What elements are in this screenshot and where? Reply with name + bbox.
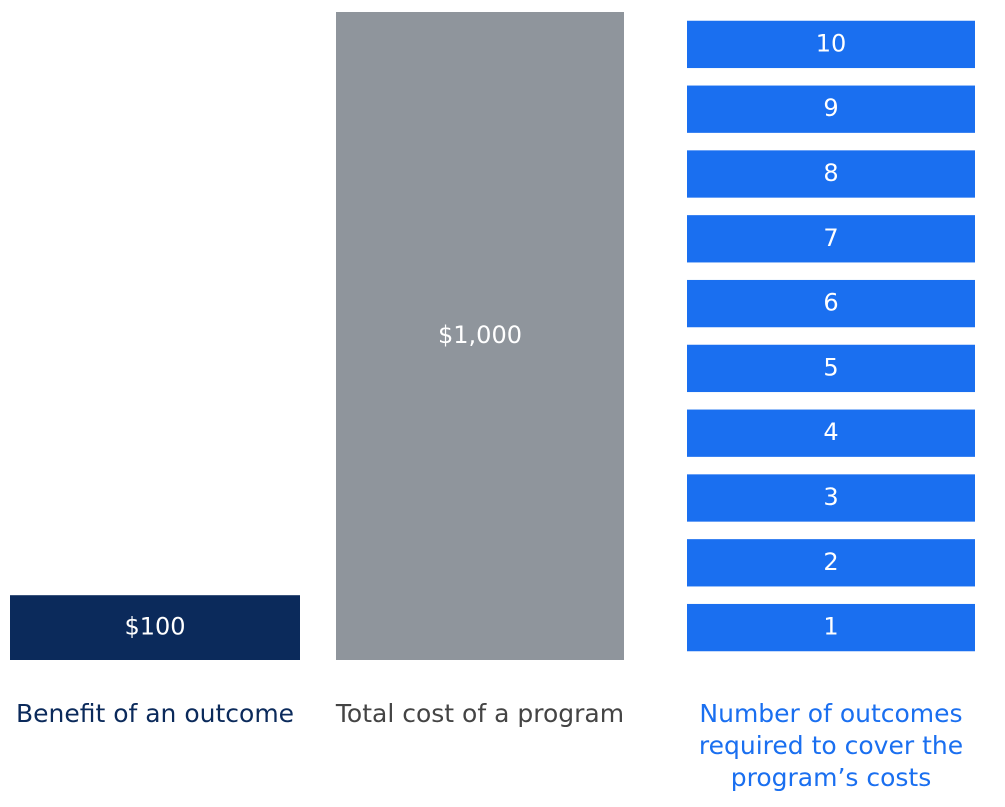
block-label: 6 [823,289,838,317]
block-label: 10 [816,29,847,57]
outcome-block [687,474,975,522]
block-label: 2 [823,548,838,576]
block-label: 1 [823,613,838,641]
outcome-block [687,85,975,133]
outcome-block [687,150,975,198]
value-label: $1,000 [438,321,522,349]
column-label: Total cost of a program [335,699,625,728]
block-label: 7 [823,224,838,252]
outcome-block [687,215,975,263]
block-label: 5 [823,353,838,381]
outcome-block [687,409,975,457]
block-label: 8 [823,159,838,187]
column-label: Number of outcomes required to cover the… [698,699,964,792]
block-label: 9 [823,94,838,122]
outcome-block [687,20,975,69]
block-label: 4 [823,418,838,446]
bar [336,12,624,660]
value-label: $100 [124,613,185,641]
outcome-block [687,603,975,652]
outcome-block [687,344,975,393]
outcome-block [687,279,975,328]
block-label: 3 [823,483,838,511]
outcome-block [687,539,975,587]
bar [10,595,300,660]
column-label: Benefit of an outcome [15,699,295,728]
